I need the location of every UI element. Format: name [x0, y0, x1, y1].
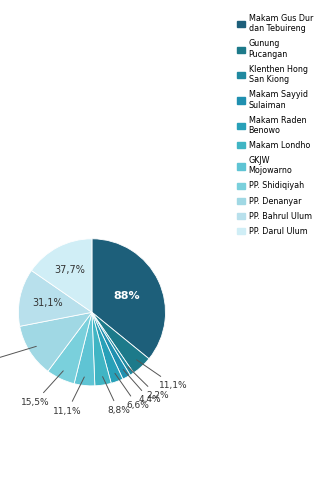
Text: 2,2%: 2,2% — [128, 366, 169, 400]
Text: 11,1%: 11,1% — [53, 377, 84, 416]
Wedge shape — [92, 312, 130, 379]
Wedge shape — [18, 270, 92, 326]
Text: 11,1%: 11,1% — [137, 360, 188, 390]
Text: 28,8%: 28,8% — [0, 346, 36, 373]
Wedge shape — [48, 312, 92, 384]
Wedge shape — [92, 312, 149, 373]
Wedge shape — [74, 312, 95, 386]
Text: 6,6%: 6,6% — [115, 373, 149, 410]
Text: 4,4%: 4,4% — [123, 369, 161, 405]
Wedge shape — [31, 239, 92, 312]
Text: 15,5%: 15,5% — [21, 371, 63, 407]
Text: 37,7%: 37,7% — [54, 265, 85, 275]
Wedge shape — [92, 312, 123, 383]
Text: 8,8%: 8,8% — [103, 377, 130, 415]
Wedge shape — [92, 239, 165, 359]
Text: 31,1%: 31,1% — [32, 298, 63, 308]
Legend: Makam Gus Dur
dan Tebuireng, Gunung
Pucangan, Klenthen Hong
San Kiong, Makam Say: Makam Gus Dur dan Tebuireng, Gunung Puca… — [237, 14, 313, 236]
Wedge shape — [92, 312, 134, 375]
Text: 88%: 88% — [113, 291, 140, 301]
Wedge shape — [92, 312, 111, 386]
Wedge shape — [20, 312, 92, 371]
